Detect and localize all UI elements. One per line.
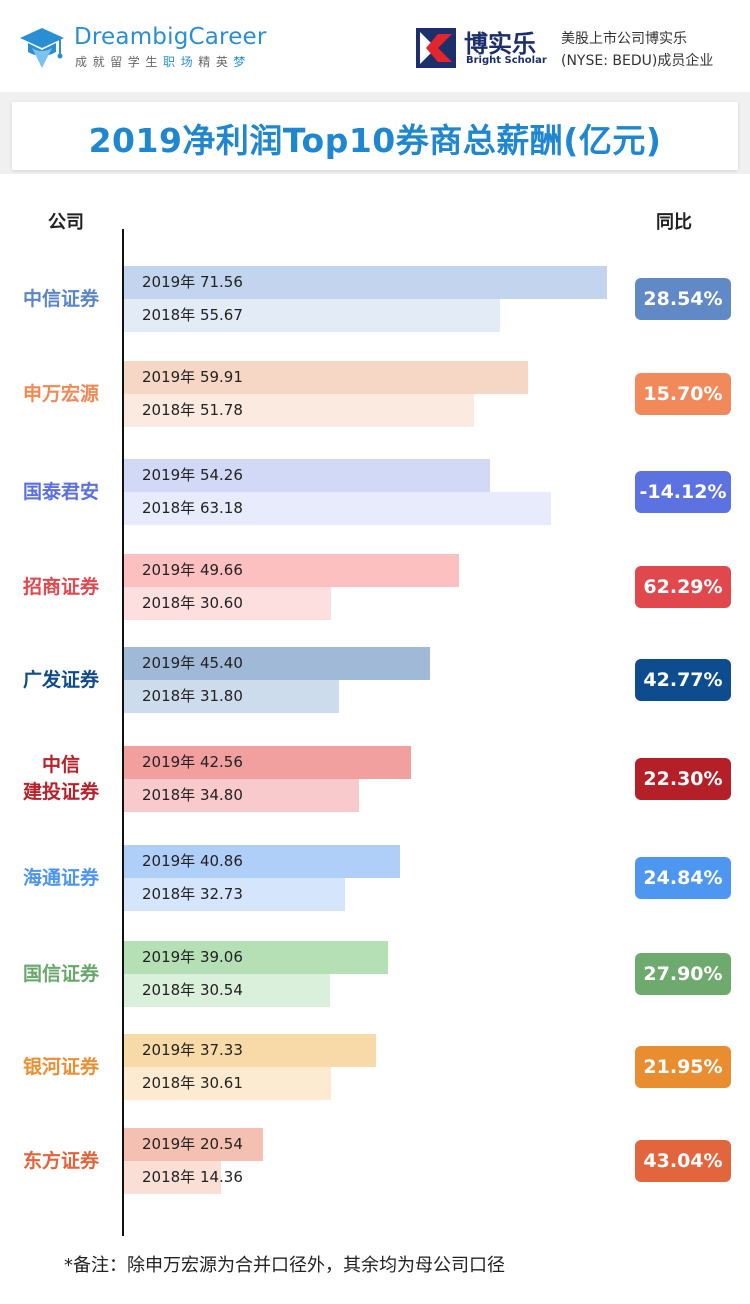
bar-2019 [124,941,388,974]
yoy-column-header: 同比 [656,212,692,233]
header: DreambigCareer 成就留学生职场精英梦 博实乐 Bright Sch… [0,0,750,92]
bar-2018 [124,974,331,1007]
bar-label-2019: 2019年 45.40 [142,654,243,672]
bar-label-2018: 2018年 34.80 [142,786,243,804]
bar-label-2019: 2019年 49.66 [142,561,243,579]
bar-label-2018: 2018年 31.80 [142,687,243,705]
yoy-badge: 43.04% [635,1140,731,1182]
bar-2018 [124,1161,221,1194]
bar-label-2019: 2019年 71.56 [142,273,243,291]
bar-label-2018: 2018年 55.67 [142,306,243,324]
bar-label-2019: 2019年 37.33 [142,1041,243,1059]
bar-label-2018: 2018年 63.18 [142,499,243,517]
company-label: 国信证券 [22,962,99,985]
yoy-badge: 21.95% [635,1046,731,1088]
chart-axis [122,229,124,1236]
bar-2019 [124,459,491,492]
bright-scholar-logo-icon [416,28,456,68]
bar-label-2018: 2018年 30.61 [142,1074,243,1092]
company-label: 银河证券 [22,1055,99,1078]
bar-2019 [124,554,460,587]
bar-2018 [124,779,359,812]
title-box: 2019净利润Top10券商总薪酬(亿元) [12,102,738,170]
brand-tagline-b: 职场 [163,55,199,69]
company-label: 中信证券 [22,287,99,310]
yoy-badge: 27.90% [635,953,731,995]
brand-tagline-c: 精英 [198,55,234,69]
bar-label-2018: 2018年 32.73 [142,885,243,903]
bar-2019 [124,266,607,299]
yoy-badge: 42.77% [635,659,731,701]
brand-tagline: 成就留学生职场精英梦 [75,53,251,70]
yoy-badge: -14.12% [635,471,731,513]
bar-2018 [124,680,339,713]
yoy-badge: 15.70% [635,373,731,415]
company-label: 申万宏源 [22,382,99,405]
yoy-badge: 22.30% [635,758,731,800]
brand-tagline-d: 梦 [233,55,252,69]
partner-english-name: Bright Scholar [466,55,547,66]
chart-title: 2019净利润Top10券商总薪酬(亿元) [88,121,662,160]
bar-2018 [124,1067,331,1100]
bar-label-2019: 2019年 20.54 [142,1135,243,1153]
brand-name: DreambigCareer [74,24,267,50]
bar-2018 [124,492,551,525]
yoy-badge: 28.54% [635,278,731,320]
partner-name: 博实乐 [464,30,536,58]
company-label: 东方证券 [22,1149,99,1172]
bar-2019 [124,1128,263,1161]
yoy-badge: 62.29% [635,566,731,608]
yoy-badge: 24.84% [635,857,731,899]
bar-label-2019: 2019年 40.86 [142,852,243,870]
bar-2019 [124,647,431,680]
partner-description-2: (NYSE: BEDU)成员企业 [561,53,714,69]
company-label: 海通证券 [22,866,99,889]
bar-label-2019: 2019年 59.91 [142,368,243,386]
bar-label-2019: 2019年 39.06 [142,948,243,966]
company-label: 广发证券 [22,668,99,691]
bar-label-2019: 2019年 54.26 [142,466,243,484]
bar-label-2018: 2018年 30.60 [142,594,243,612]
bar-2018 [124,878,345,911]
bar-2019 [124,1034,376,1067]
brand-tagline-a: 成就留学生 [75,55,164,69]
graduation-cap-logo-icon [20,28,64,68]
bar-label-2019: 2019年 42.56 [142,753,243,771]
bar-2019 [124,361,529,394]
bar-label-2018: 2018年 30.54 [142,981,243,999]
bar-2019 [124,845,400,878]
bar-label-2018: 2018年 51.78 [142,401,243,419]
bar-2018 [124,299,500,332]
company-label: 中信 建投证券 [22,754,99,803]
company-column-header: 公司 [48,212,84,233]
company-label: 国泰君安 [22,480,99,503]
partner-description-1: 美股上市公司博实乐 [561,31,687,47]
bar-label-2018: 2018年 14.36 [142,1168,243,1186]
bar-2018 [124,587,331,620]
footnote: *备注：除申万宏源为合并口径外，其余均为母公司口径 [64,1255,505,1276]
bar-2019 [124,746,412,779]
bar-2018 [124,394,474,427]
company-label: 招商证券 [22,575,99,598]
